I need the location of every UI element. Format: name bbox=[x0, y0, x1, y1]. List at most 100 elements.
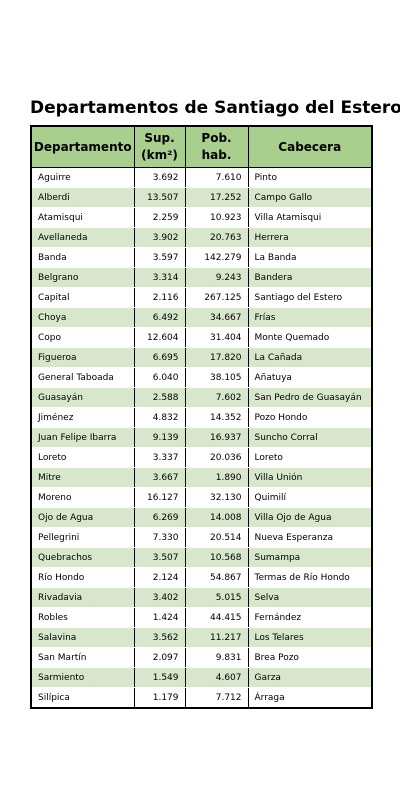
cell-cabecera: Pozo Hondo bbox=[247, 407, 372, 428]
cell-cabecera: Añatuya bbox=[247, 367, 372, 388]
cell-cabecera: Nueva Esperanza bbox=[247, 527, 372, 548]
cell-poblacion: 9.831 bbox=[184, 647, 248, 668]
cell-superficie: 1.424 bbox=[133, 607, 185, 628]
cell-superficie: 4.832 bbox=[133, 407, 185, 428]
header-superficie: Sup. (km²) bbox=[133, 126, 185, 168]
cell-departamento: Quebrachos bbox=[31, 547, 134, 568]
cell-poblacion: 11.217 bbox=[184, 627, 248, 648]
cell-departamento: Choya bbox=[31, 307, 134, 328]
cell-superficie: 3.597 bbox=[133, 247, 185, 268]
cell-poblacion: 4.607 bbox=[184, 667, 248, 688]
table-row: Jiménez 4.832 14.352 Pozo Hondo bbox=[31, 407, 372, 428]
cell-poblacion: 14.008 bbox=[184, 507, 248, 528]
cell-superficie: 3.562 bbox=[133, 627, 185, 648]
cell-poblacion: 10.568 bbox=[184, 547, 248, 568]
table-row: Ojo de Agua 6.269 14.008 Villa Ojo de Agua bbox=[31, 507, 372, 528]
cell-cabecera: Sumampa bbox=[247, 547, 372, 568]
cell-departamento: Guasayán bbox=[31, 387, 134, 408]
table-header: Departamento Sup. (km²) Pob. hab. Cabecera bbox=[31, 126, 372, 168]
cell-departamento: Río Hondo bbox=[31, 567, 134, 588]
cell-departamento: Loreto bbox=[31, 447, 134, 468]
table-row: Loreto 3.337 20.036 Loreto bbox=[31, 447, 372, 468]
cell-superficie: 6.492 bbox=[133, 307, 185, 328]
cell-departamento: Avellaneda bbox=[31, 227, 134, 248]
header-cabecera: Cabecera bbox=[247, 126, 372, 168]
cell-cabecera: Campo Gallo bbox=[247, 187, 372, 208]
cell-departamento: Capital bbox=[31, 287, 134, 308]
cell-departamento: Salavina bbox=[31, 627, 134, 648]
cell-cabecera: La Cañada bbox=[247, 347, 372, 368]
departments-table: Departamento Sup. (km²) Pob. hab. Cabecera… bbox=[30, 125, 373, 709]
cell-cabecera: Árraga bbox=[247, 687, 372, 708]
cell-departamento: Ojo de Agua bbox=[31, 507, 134, 528]
cell-poblacion: 54.867 bbox=[184, 567, 248, 588]
table-title: Departamentos de Santiago del Estero bbox=[30, 98, 400, 118]
cell-cabecera: Bandera bbox=[247, 267, 372, 288]
cell-departamento: Alberdi bbox=[31, 187, 134, 208]
cell-cabecera: Herrera bbox=[247, 227, 372, 248]
cell-cabecera: La Banda bbox=[247, 247, 372, 268]
header-poblacion: Pob. hab. bbox=[184, 126, 248, 168]
cell-superficie: 2.259 bbox=[133, 207, 185, 228]
cell-superficie: 2.116 bbox=[133, 287, 185, 308]
table-row: Quebrachos 3.507 10.568 Sumampa bbox=[31, 547, 372, 568]
cell-superficie: 6.269 bbox=[133, 507, 185, 528]
cell-poblacion: 9.243 bbox=[184, 267, 248, 288]
table-row: Banda 3.597 142.279 La Banda bbox=[31, 247, 372, 268]
cell-cabecera: Pinto bbox=[247, 167, 372, 188]
table-row: Guasayán 2.588 7.602 San Pedro de Guasayán bbox=[31, 387, 372, 408]
cell-cabecera: Selva bbox=[247, 587, 372, 608]
table-row: Copo 12.604 31.404 Monte Quemado bbox=[31, 327, 372, 348]
cell-superficie: 2.097 bbox=[133, 647, 185, 668]
cell-poblacion: 267.125 bbox=[184, 287, 248, 308]
table-row: Atamisqui 2.259 10.923 Villa Atamisqui bbox=[31, 207, 372, 228]
cell-poblacion: 17.252 bbox=[184, 187, 248, 208]
cell-cabecera: Los Telares bbox=[247, 627, 372, 648]
cell-superficie: 12.604 bbox=[133, 327, 185, 348]
table-row: Alberdi 13.507 17.252 Campo Gallo bbox=[31, 187, 372, 208]
cell-poblacion: 20.036 bbox=[184, 447, 248, 468]
cell-departamento: Belgrano bbox=[31, 267, 134, 288]
table-row: Robles 1.424 44.415 Fernández bbox=[31, 607, 372, 628]
cell-poblacion: 14.352 bbox=[184, 407, 248, 428]
cell-superficie: 6.695 bbox=[133, 347, 185, 368]
cell-cabecera: Villa Ojo de Agua bbox=[247, 507, 372, 528]
cell-superficie: 2.588 bbox=[133, 387, 185, 408]
table-row: Pellegrini 7.330 20.514 Nueva Esperanza bbox=[31, 527, 372, 548]
cell-cabecera: Termas de Río Hondo bbox=[247, 567, 372, 588]
cell-cabecera: Monte Quemado bbox=[247, 327, 372, 348]
table-row: Avellaneda 3.902 20.763 Herrera bbox=[31, 227, 372, 248]
cell-superficie: 3.667 bbox=[133, 467, 185, 488]
cell-poblacion: 32.130 bbox=[184, 487, 248, 508]
table-row: Salavina 3.562 11.217 Los Telares bbox=[31, 627, 372, 648]
cell-cabecera: Brea Pozo bbox=[247, 647, 372, 668]
cell-cabecera: Fernández bbox=[247, 607, 372, 628]
table-row: Silípica 1.179 7.712 Árraga bbox=[31, 687, 372, 708]
cell-poblacion: 17.820 bbox=[184, 347, 248, 368]
cell-poblacion: 16.937 bbox=[184, 427, 248, 448]
cell-poblacion: 31.404 bbox=[184, 327, 248, 348]
cell-superficie: 3.902 bbox=[133, 227, 185, 248]
cell-cabecera: Quimilí bbox=[247, 487, 372, 508]
cell-superficie: 3.507 bbox=[133, 547, 185, 568]
cell-departamento: Rivadavia bbox=[31, 587, 134, 608]
cell-departamento: San Martín bbox=[31, 647, 134, 668]
cell-superficie: 13.507 bbox=[133, 187, 185, 208]
cell-departamento: Moreno bbox=[31, 487, 134, 508]
table-row: Choya 6.492 34.667 Frías bbox=[31, 307, 372, 328]
cell-departamento: Juan Felipe Ibarra bbox=[31, 427, 134, 448]
cell-cabecera: Loreto bbox=[247, 447, 372, 468]
cell-departamento: Robles bbox=[31, 607, 134, 628]
cell-superficie: 9.139 bbox=[133, 427, 185, 448]
cell-departamento: Jiménez bbox=[31, 407, 134, 428]
cell-cabecera: Suncho Corral bbox=[247, 427, 372, 448]
cell-poblacion: 7.712 bbox=[184, 687, 248, 708]
cell-poblacion: 20.763 bbox=[184, 227, 248, 248]
cell-poblacion: 20.514 bbox=[184, 527, 248, 548]
table-row: Sarmiento 1.549 4.607 Garza bbox=[31, 667, 372, 688]
table-row: General Taboada 6.040 38.105 Añatuya bbox=[31, 367, 372, 388]
cell-superficie: 3.402 bbox=[133, 587, 185, 608]
cell-departamento: Figueroa bbox=[31, 347, 134, 368]
cell-cabecera: Frías bbox=[247, 307, 372, 328]
cell-departamento: Banda bbox=[31, 247, 134, 268]
